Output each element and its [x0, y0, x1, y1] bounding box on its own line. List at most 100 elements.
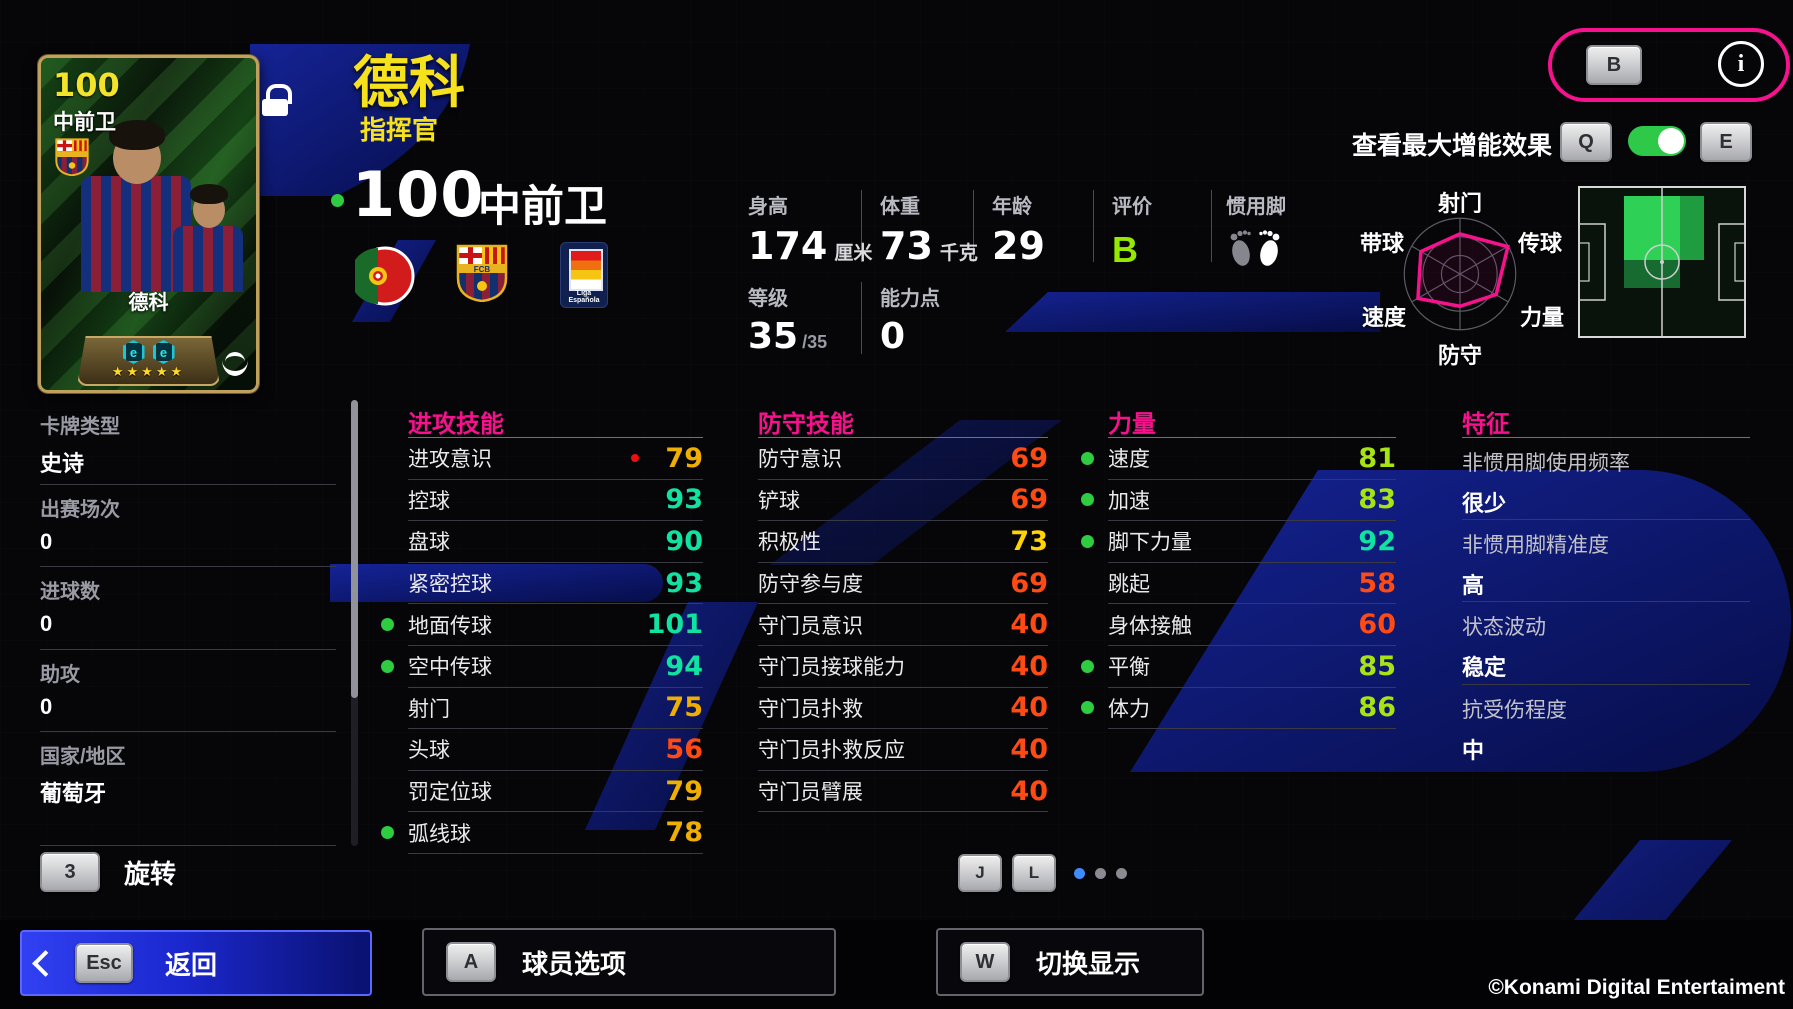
switch-display-button[interactable]: W 切换显示: [936, 928, 1204, 996]
sidebar-player-info: 卡牌类型 史诗 出赛场次 0 进球数 0 助攻 0 国家/地区 葡萄牙: [40, 402, 336, 814]
boost-dot-icon: [1081, 534, 1094, 548]
level-max: /35: [802, 332, 828, 352]
stat-value: 79: [665, 775, 703, 807]
stat-label: 守门员接球能力: [758, 656, 905, 680]
scrollbar[interactable]: [351, 400, 358, 846]
efootball-logo-icon: [222, 352, 248, 376]
age-label: 年龄: [992, 196, 1032, 218]
laliga-badge-icon: Liga Española: [560, 242, 608, 308]
info-weight: 体重 73 千克: [880, 190, 978, 265]
divider: [973, 190, 974, 262]
stat-row: 防守参与度 69: [758, 563, 1048, 605]
radar-label-speed: 速度: [1362, 305, 1407, 330]
stat-label: 地面传球: [408, 614, 492, 638]
stat-label: 罚定位球: [408, 781, 492, 805]
player-hair: [109, 120, 165, 150]
hex-letter: e: [129, 344, 138, 360]
trait-row: 抗受伤程度 中: [1462, 685, 1750, 766]
stat-row: 脚下力量 92: [1081, 521, 1396, 563]
key-j[interactable]: J: [958, 854, 1002, 892]
player-hair-small: [190, 184, 228, 204]
laliga-stripes: [569, 249, 603, 291]
column-title: 特征: [1462, 404, 1750, 438]
info-icon[interactable]: i: [1718, 41, 1764, 87]
trait-label: 非惯用脚精准度: [1462, 534, 1609, 558]
key-e[interactable]: E: [1700, 122, 1752, 162]
stat-row: 加速 83: [1081, 480, 1396, 522]
level-value: 35: [748, 316, 799, 357]
boost-toggle[interactable]: [1628, 126, 1686, 156]
stat-row: 罚定位球 79: [408, 771, 703, 813]
info-grade: 评价 B: [1112, 190, 1152, 271]
hex-letter: e: [159, 344, 168, 360]
divider: [1093, 190, 1094, 262]
stat-label: 防守意识: [758, 448, 842, 472]
player-role: 指挥官: [360, 115, 439, 145]
key-l[interactable]: L: [1012, 854, 1056, 892]
info-points: 能力点 0: [880, 282, 940, 355]
height-unit: 厘米: [834, 243, 873, 264]
card-banner: [77, 336, 220, 386]
player-options-button[interactable]: A 球员选项: [422, 928, 836, 996]
player-options-label: 球员选项: [522, 948, 627, 979]
field-label: 出赛场次: [40, 498, 120, 521]
stat-label: 防守参与度: [758, 573, 863, 597]
stat-label: 守门员臂展: [758, 781, 863, 805]
stat-label: 进攻意识: [408, 448, 492, 472]
stat-row: 平衡 85: [1081, 646, 1396, 688]
stat-value: 75: [665, 692, 703, 724]
stat-value: 90: [665, 525, 703, 557]
chevron-left-icon: [32, 949, 59, 977]
key-q[interactable]: Q: [1560, 122, 1612, 162]
stat-value: 40: [1010, 609, 1048, 641]
column-title: 力量: [1108, 404, 1396, 438]
key-esc: Esc: [75, 943, 133, 983]
stat-label: 铲球: [758, 489, 800, 513]
stat-label: 身体接触: [1108, 614, 1192, 638]
radar-label-passing: 传球: [1518, 231, 1563, 256]
stat-row: 空中传球 94: [381, 646, 703, 688]
column-title: 进攻技能: [408, 404, 703, 438]
page-controls: J L: [958, 854, 1127, 892]
back-label: 返回: [165, 949, 218, 980]
added-skill-dot-icon: [631, 454, 639, 462]
stat-row: 跳起 58: [1108, 563, 1396, 605]
radar-chart: [1372, 186, 1548, 367]
trait-value: 很少: [1462, 491, 1507, 516]
trait-label: 状态波动: [1462, 616, 1546, 640]
stat-value: 69: [1010, 442, 1048, 474]
column-title: 防守技能: [758, 404, 1048, 438]
efootball-hex-badge-icon: e: [152, 340, 175, 364]
back-button[interactable]: Esc 返回: [20, 930, 372, 996]
column-physical: 力量 速度 81 加速 83 脚下力量 92 跳起 58 身体接触 60: [1081, 404, 1396, 730]
rotate-label: 旋转: [124, 858, 177, 889]
trait-value: 稳定: [1462, 655, 1507, 681]
height-label: 身高: [748, 196, 788, 218]
player-name-title: 德科: [353, 51, 465, 114]
stat-row: 盘球 90: [408, 521, 703, 563]
stat-value: 79: [665, 442, 703, 474]
scrollbar-thumb[interactable]: [351, 400, 358, 698]
info-letter: i: [1737, 50, 1745, 77]
stat-value: 78: [665, 817, 703, 849]
stat-row: 体力 86: [1081, 688, 1396, 730]
stat-value: 73: [1010, 525, 1048, 557]
player-card[interactable]: 100 中前卫 德科 e e: [38, 55, 259, 393]
lock-icon: [262, 84, 292, 116]
trait-value: 中: [1462, 737, 1485, 763]
laliga-text: Liga Española: [568, 290, 600, 304]
field-value: 葡萄牙: [40, 781, 107, 806]
info-level: 等级 35/35: [748, 282, 827, 355]
stat-label: 守门员扑救: [758, 697, 863, 721]
boost-dot-icon: [1081, 659, 1094, 673]
card-position: 中前卫: [53, 111, 116, 134]
stat-value: 83: [1358, 484, 1396, 516]
sidebar-field: 卡牌类型 史诗: [40, 402, 336, 485]
max-boost-label: 查看最大增能效果: [1352, 132, 1553, 160]
stat-value: 40: [1010, 775, 1048, 807]
stat-label: 跳起: [1108, 573, 1150, 597]
key-3[interactable]: 3: [40, 852, 100, 892]
key-b[interactable]: B: [1586, 45, 1642, 85]
radar-label-dribbling: 带球: [1360, 231, 1405, 256]
